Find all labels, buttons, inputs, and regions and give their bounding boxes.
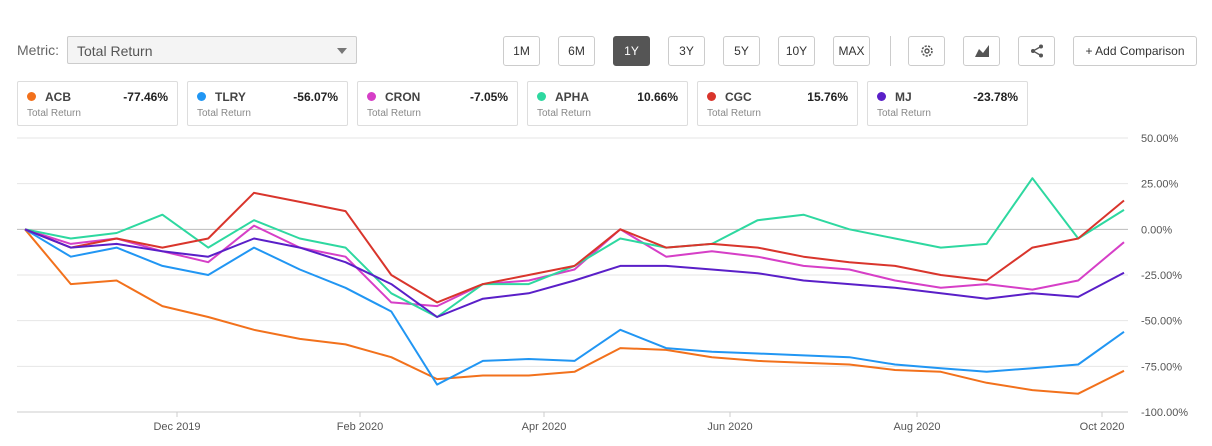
chevron-down-icon: [337, 48, 347, 54]
range-max-button[interactable]: MAX: [833, 36, 870, 66]
legend-subtitle: Total Return: [27, 108, 81, 119]
settings-icon: [921, 45, 933, 57]
range-1m-button[interactable]: 1M: [503, 36, 540, 66]
range-1y-button[interactable]: 1Y: [613, 36, 650, 66]
range-5y-button[interactable]: 5Y: [723, 36, 760, 66]
series-color-dot: [537, 92, 546, 101]
x-tick-label: Aug 2020: [893, 421, 940, 433]
y-tick-label: -25.00%: [1141, 270, 1182, 282]
x-tick-label: Dec 2019: [153, 421, 200, 433]
legend-value: -77.46%: [123, 90, 168, 104]
x-tick-label: Feb 2020: [337, 421, 383, 433]
add-comparison-button[interactable]: + Add Comparison: [1073, 36, 1197, 66]
legend-card-cgc[interactable]: CGC 15.76% Total Return: [697, 81, 858, 126]
legend-value: 15.76%: [807, 90, 848, 104]
x-tick-label: Oct 2020: [1080, 421, 1125, 433]
metric-select-value: Total Return: [77, 43, 153, 59]
series-line-mj: [24, 228, 1125, 318]
line-chart: 50.00% 25.00% 0.00% -25.00% -50.00% -75.00% -1…: [17, 133, 1188, 433]
series-line-cgc: [24, 191, 1125, 304]
toolbar-divider: [890, 36, 891, 66]
legend-subtitle: Total Return: [537, 108, 591, 119]
legend-value: -56.07%: [293, 90, 338, 104]
y-tick-label: 25.00%: [1141, 179, 1179, 191]
metric-label: Metric:: [17, 42, 59, 58]
x-tick-label: Apr 2020: [522, 421, 567, 433]
legend-card-apha[interactable]: APHA 10.66% Total Return: [527, 81, 688, 126]
y-tick-label: 50.00%: [1141, 133, 1179, 145]
series-line-cron: [24, 224, 1125, 308]
legend-symbol: TLRY: [215, 90, 246, 104]
y-tick-label: -50.00%: [1141, 316, 1182, 328]
legend-subtitle: Total Return: [707, 108, 761, 119]
range-3y-button[interactable]: 3Y: [668, 36, 705, 66]
legend-card-mj[interactable]: MJ -23.78% Total Return: [867, 81, 1028, 126]
series-line-acb: [24, 228, 1125, 395]
share-button[interactable]: [1018, 36, 1055, 66]
series-color-dot: [367, 92, 376, 101]
share-icon: [1031, 44, 1043, 58]
x-tick-label: Jun 2020: [707, 421, 752, 433]
legend-symbol: ACB: [45, 90, 71, 104]
series-color-dot: [27, 92, 36, 101]
legend-value: -7.05%: [469, 90, 508, 104]
legend-card-tlry[interactable]: TLRY -56.07% Total Return: [187, 81, 348, 126]
legend-symbol: MJ: [895, 90, 912, 104]
chart-type-icon: [975, 45, 989, 57]
series-color-dot: [197, 92, 206, 101]
legend-subtitle: Total Return: [367, 108, 421, 119]
legend-subtitle: Total Return: [197, 108, 251, 119]
legend-symbol: CRON: [385, 90, 421, 104]
legend-card-cron[interactable]: CRON -7.05% Total Return: [357, 81, 518, 126]
y-tick-label: -100.00%: [1141, 407, 1188, 419]
legend-symbol: APHA: [555, 90, 590, 104]
legend-value: -23.78%: [973, 90, 1018, 104]
chart-type-button[interactable]: [963, 36, 1000, 66]
series-line-tlry: [24, 228, 1125, 386]
range-10y-button[interactable]: 10Y: [778, 36, 815, 66]
legend-symbol: CGC: [725, 90, 752, 104]
y-tick-label: 0.00%: [1141, 224, 1172, 236]
legend-value: 10.66%: [637, 90, 678, 104]
range-6m-button[interactable]: 6M: [558, 36, 595, 66]
legend-card-acb[interactable]: ACB -77.46% Total Return: [17, 81, 178, 126]
series-color-dot: [707, 92, 716, 101]
series-color-dot: [877, 92, 886, 101]
legend-subtitle: Total Return: [877, 108, 931, 119]
y-tick-label: -75.00%: [1141, 361, 1182, 373]
settings-button[interactable]: [908, 36, 945, 66]
metric-select[interactable]: Total Return: [67, 36, 357, 64]
